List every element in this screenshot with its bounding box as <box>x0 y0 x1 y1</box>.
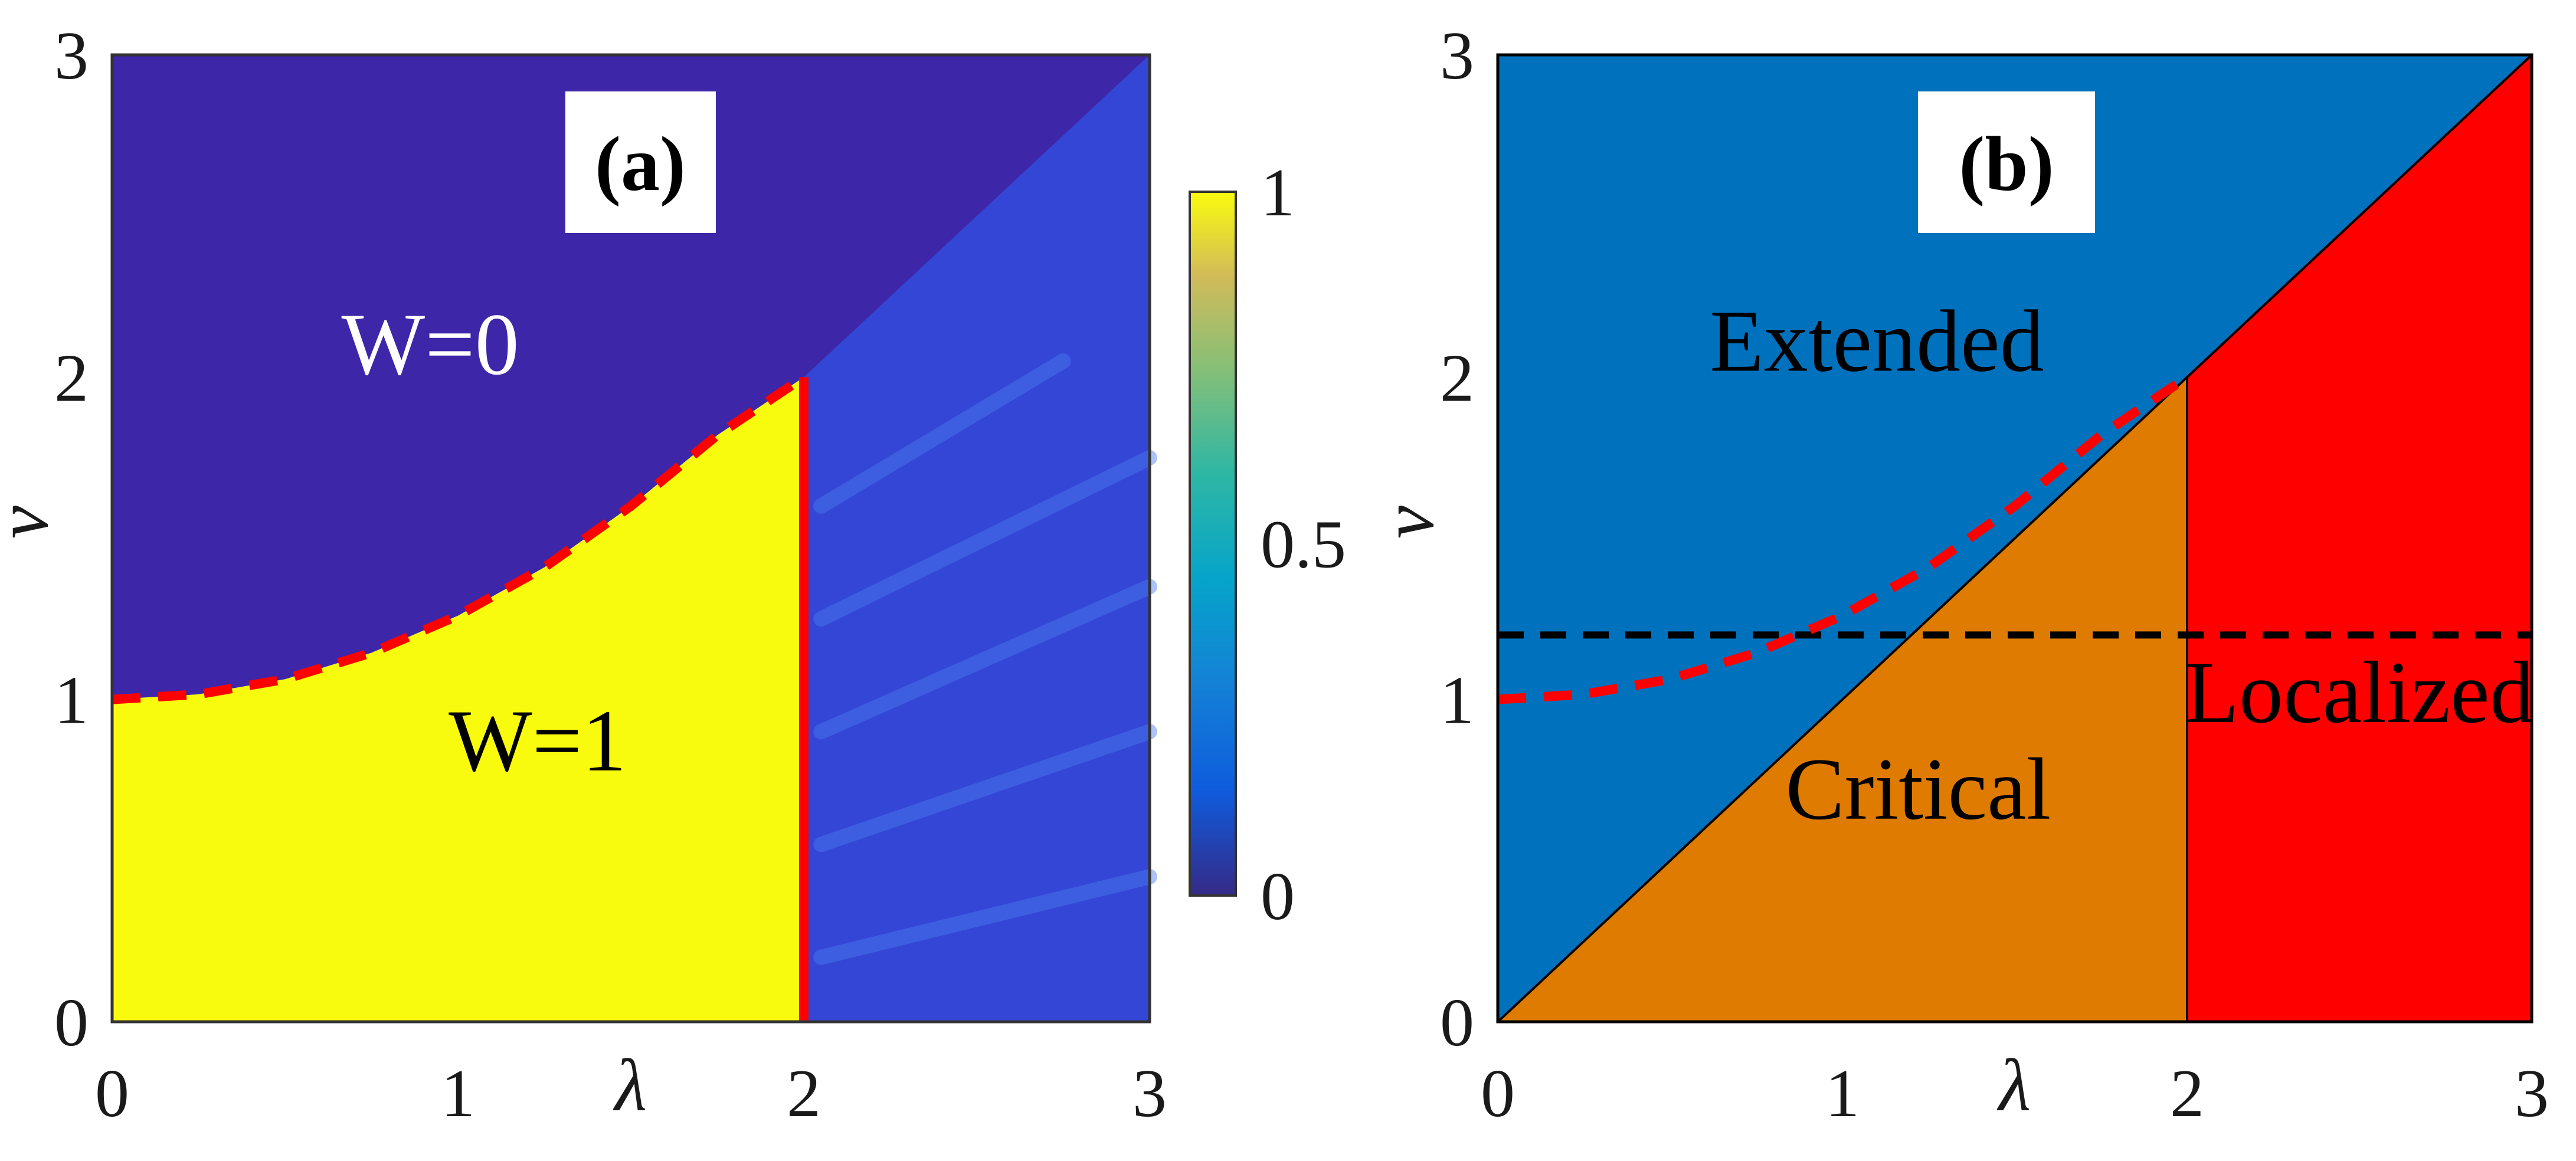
panel-a-y-axis-label: v <box>0 506 64 539</box>
panel-b-y-ticks: 0 1 2 3 <box>1440 18 1474 1061</box>
panel-a-region-disordered <box>804 55 1150 1022</box>
panel-b-region-label-localized: Localized <box>2185 644 2534 742</box>
panel-b-label-box <box>1918 91 2095 233</box>
b-y-tick-2: 2 <box>1440 340 1474 416</box>
b-x-tick-3: 3 <box>2515 1056 2549 1132</box>
a-x-tick-3: 3 <box>1132 1056 1167 1132</box>
a-y-tick-0: 0 <box>54 985 89 1061</box>
panel-a-region-w1-label: W=1 <box>449 692 626 790</box>
panel-a-label-box <box>565 91 716 233</box>
panel-a-boundary-dashed <box>112 373 807 704</box>
panel-a-streak-2 <box>813 579 1157 740</box>
b-x-tick-1: 1 <box>1825 1056 1860 1132</box>
a-x-tick-0: 0 <box>95 1056 129 1132</box>
panel-b-frame <box>1496 53 2534 1024</box>
a-y-tick-3: 3 <box>54 18 89 94</box>
panel-a-region-w0-label: W=0 <box>342 296 519 393</box>
panel-a-streak-0 <box>813 353 1071 514</box>
panel-b-diagonal-border <box>1497 54 2533 1023</box>
panel-b-boundary-dashed <box>1497 373 2190 704</box>
panel-a: 0 1 2 3 0 1 2 3 λ v (a) W=0 W=1 0 <box>0 18 1346 1132</box>
panel-a-streak-3 <box>813 724 1157 852</box>
panel-b-y-axis-label: v <box>1367 506 1449 539</box>
panel-a-y-ticks: 0 1 2 3 <box>54 18 89 1061</box>
panel-b-region-label-critical: Critical <box>1786 740 2051 838</box>
panel-b-plot-area <box>1497 54 2533 1023</box>
colorbar-tick-0: 0 <box>1261 859 1295 934</box>
panel-a-frame <box>110 53 1151 1024</box>
panel-a-streak-1 <box>813 450 1157 627</box>
a-x-tick-1: 1 <box>441 1056 475 1132</box>
b-y-tick-0: 0 <box>1440 985 1474 1061</box>
colorbar-gradient <box>1189 191 1237 897</box>
panel-a-label: (a) <box>595 120 686 207</box>
panel-a-region-w1 <box>112 377 804 1022</box>
panel-a-x-axis-label: λ <box>613 1045 647 1127</box>
panel-b: 0 1 2 3 0 1 2 3 λ v (b) Extended Critical Locali… <box>1367 18 2549 1132</box>
a-x-tick-2: 2 <box>787 1056 821 1132</box>
b-x-tick-2: 2 <box>2170 1056 2204 1132</box>
b-y-tick-1: 1 <box>1440 663 1474 739</box>
panel-b-x-axis-label: λ <box>1996 1045 2031 1127</box>
panel-b-label: (b) <box>1959 120 2054 207</box>
b-x-tick-0: 0 <box>1481 1056 1515 1132</box>
panel-b-region-label-extended: Extended <box>1710 292 2044 390</box>
colorbar-tick-0.5: 0.5 <box>1261 507 1346 583</box>
panel-b-x-ticks: 0 1 2 3 <box>1481 1056 2549 1132</box>
colorbar: 0 0.5 1 <box>1189 155 1346 934</box>
panel-a-x-ticks: 0 1 2 3 <box>95 1056 1167 1132</box>
panel-a-streak-4 <box>813 869 1157 965</box>
a-y-tick-2: 2 <box>54 340 89 416</box>
b-y-tick-3: 3 <box>1440 18 1474 94</box>
a-y-tick-1: 1 <box>54 663 89 739</box>
panel-b-region-labels: Extended Critical Localized <box>1710 292 2534 838</box>
colorbar-tick-1: 1 <box>1261 155 1295 231</box>
